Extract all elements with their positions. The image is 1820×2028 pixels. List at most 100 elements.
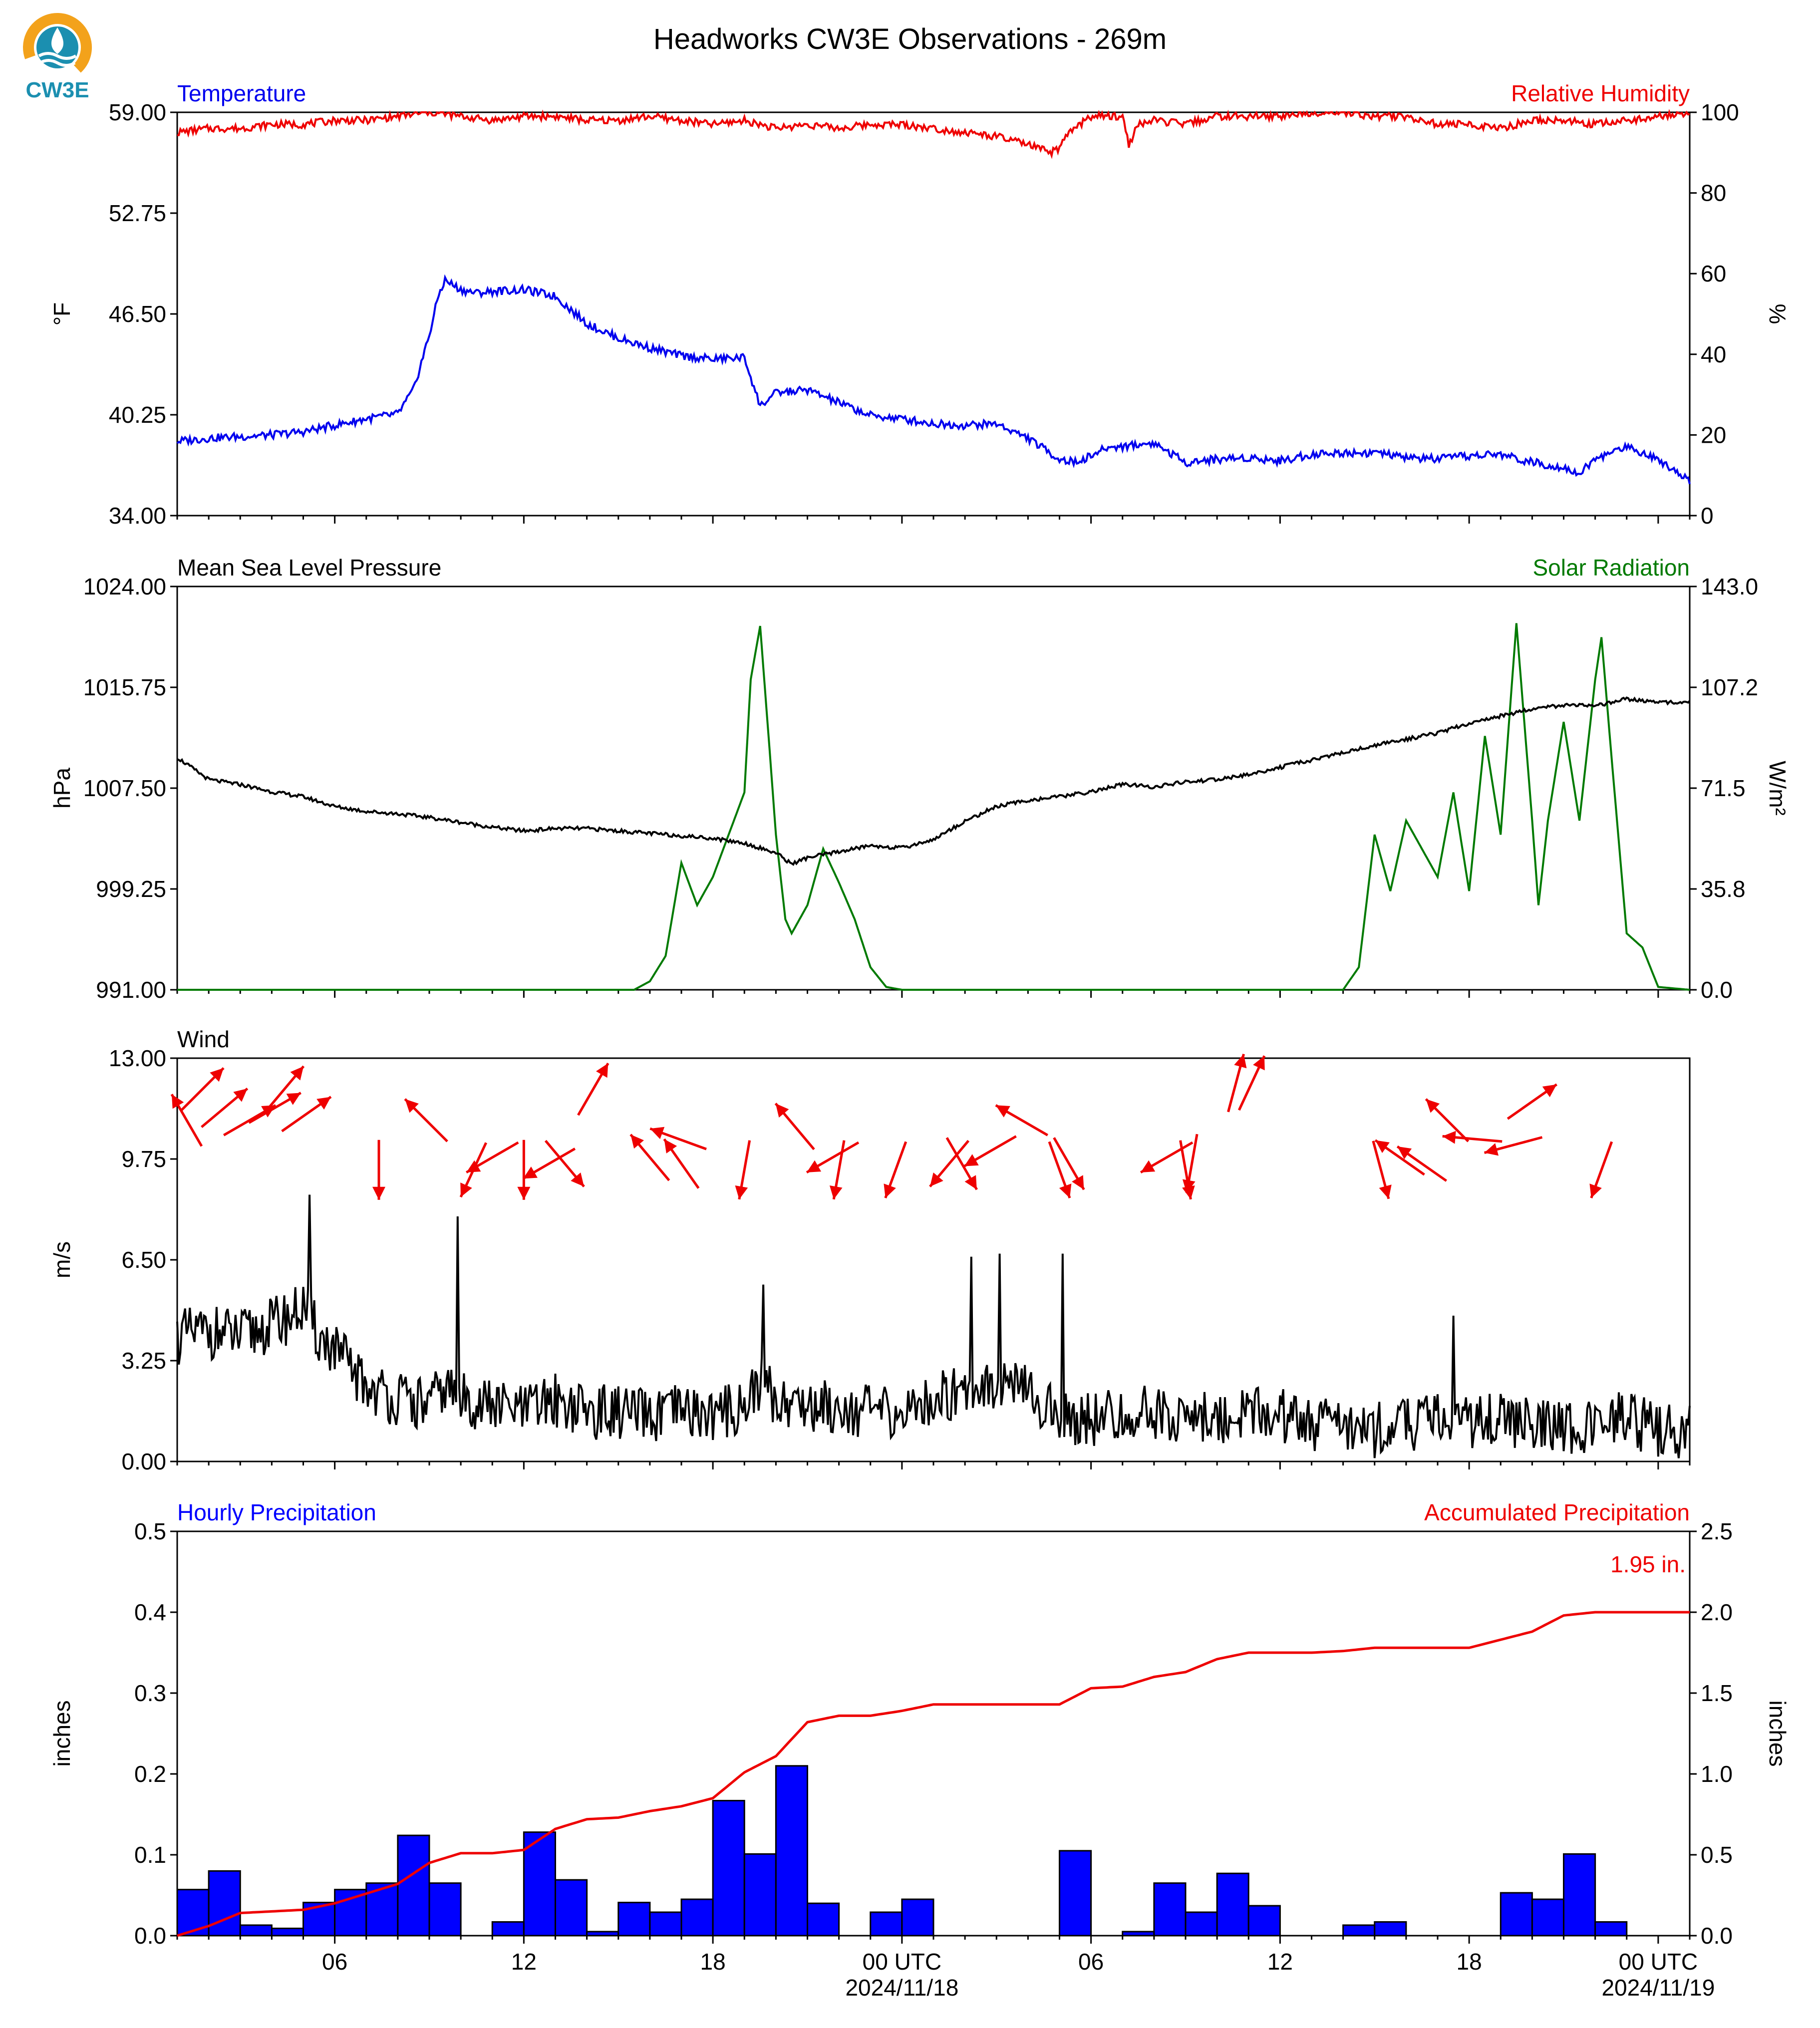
wind-direction-arrow [466,1141,519,1174]
wind-direction-arrow [1053,1137,1085,1190]
panel-title-left: Wind [177,1026,230,1052]
y-tick-label: 1007.50 [83,775,166,801]
y-tick-label: 0.2 [134,1761,166,1787]
y-tick-label: 3.25 [121,1348,166,1374]
wind-direction-arrow [774,1103,815,1151]
y-right-tick-label: 60 [1701,261,1726,287]
accumulated-total-label: 1.95 in. [1610,1551,1686,1577]
wind-direction-arrow [649,1127,707,1151]
y-tick-label: 0.3 [134,1680,166,1706]
wind-arrow-head [1375,1140,1390,1154]
cw3e-logo: CW3E [23,13,92,102]
precip-bar [1122,1931,1155,1937]
wind-direction-arrow [404,1098,448,1143]
y-tick-label: 1024.00 [83,574,166,599]
y-right-tick-label: 1.0 [1701,1761,1733,1787]
y-right-tick-label: 0 [1701,503,1714,529]
wind-direction-arrow [829,1140,846,1200]
humidity-line [177,109,1690,159]
y-tick-label: 9.75 [121,1146,166,1172]
wind-arrow-head [316,1097,331,1110]
wind-direction-arrow [1396,1145,1448,1182]
wind-arrow-head [372,1186,385,1200]
wind-arrow-head [1182,1185,1195,1199]
wind-direction-arrow [945,1137,978,1190]
wind-arrow-head [523,1166,538,1179]
wind-direction-arrow [517,1140,531,1200]
y-tick-label: 13.00 [109,1045,166,1071]
wind-panel: 0.00 3.25 6.50 9.75 13.00 m/s Wind [49,1026,1691,1474]
wind-direction-arrow [963,1135,1017,1167]
logo-ring-icon [23,13,92,82]
wind-direction-arrow [1507,1083,1557,1120]
temperature-line [176,274,1691,485]
precip-bar [239,1924,273,1937]
page-title: Headworks CW3E Observations - 269m [653,23,1167,55]
panel-title-left: Hourly Precipitation [177,1499,376,1525]
wind-direction-arrow [372,1140,385,1200]
wind-direction-arrow [1227,1054,1247,1113]
pressure-solar-panel: 991.00 999.25 1007.50 1015.75 1024.00 0.0 35.8… [49,555,1791,1003]
wind-arrow-head [1141,1160,1156,1172]
temperature-humidity-panel: 34.00 40.25 46.50 52.75 59.00 0 20 40 60 80 100 °F%… [49,80,1791,529]
x-tick-label: 06 [322,1949,347,1975]
y-axis-label: hPa [49,768,75,809]
wind-arrow-head [1379,1184,1392,1199]
wind-arrow-head [517,1186,531,1200]
wind-direction-arrow [1140,1141,1194,1174]
precip-bar [271,1927,304,1937]
precip-bar [1563,1853,1596,1937]
y-tick-label: 0.4 [134,1599,166,1625]
wind-arrow-head [1182,1179,1196,1193]
wind-arrow-head [210,1068,224,1082]
y-right-tick-label: 0.0 [1701,977,1733,1003]
wind-arrow-head [290,1066,304,1081]
pressure-line [177,696,1691,866]
y-right-tick-label: 100 [1701,99,1739,125]
wind-arrow-head [964,1175,977,1190]
wind-arrow-head [884,1183,896,1198]
panel-title-right: Solar Radiation [1532,555,1690,580]
wind-arrow-head [1253,1056,1265,1071]
wind-direction-arrow [929,1140,970,1187]
wind-direction-arrow [735,1140,751,1200]
wind-arrow-head [807,1160,822,1172]
y-right-axis-label: W/m² [1765,761,1791,816]
y-right-tick-label: 143.0 [1701,574,1758,599]
y-tick-label: 0.0 [134,1923,166,1949]
wind-arrow-head [596,1063,608,1078]
x-tick-label: 12 [511,1949,537,1975]
wind-direction-arrow [248,1092,302,1124]
precip-bar [334,1889,367,1937]
wind-arrow-head [1542,1084,1557,1098]
wind-arrow-head [630,1134,644,1149]
y-right-tick-label: 2.5 [1701,1518,1733,1544]
wind-direction-arrow [1237,1055,1266,1111]
wind-arrow-head [650,1127,665,1140]
accumulated-precip-line [177,1611,1690,1937]
y-tick-label: 0.5 [134,1518,166,1544]
logo-drop-icon [51,27,64,54]
wind-direction-arrow [1484,1136,1543,1156]
y-right-axis-label: inches [1765,1701,1791,1767]
wind-arrow-head [1589,1183,1602,1198]
wind-arrow-head [829,1185,843,1199]
logo-text: CW3E [25,78,89,102]
panel-title-right: Accumulated Precipitation [1424,1499,1690,1525]
precip-bar [712,1799,745,1937]
wind-direction-arrow [663,1138,700,1189]
x-tick-label: 00 UTC [1619,1949,1698,1975]
precip-bar [807,1902,840,1937]
wind-arrow-head [929,1172,943,1187]
wind-arrow-head [995,1105,1010,1118]
y-right-tick-label: 35.8 [1701,876,1746,902]
y-right-tick-label: 0.5 [1701,1842,1733,1868]
precip-bar [555,1879,588,1937]
panel-title-right: Relative Humidity [1511,80,1690,106]
y-tick-label: 59.00 [109,99,166,125]
precip-bar [1059,1850,1092,1937]
y-tick-label: 34.00 [109,503,166,529]
wind-direction-arrow [264,1065,305,1113]
